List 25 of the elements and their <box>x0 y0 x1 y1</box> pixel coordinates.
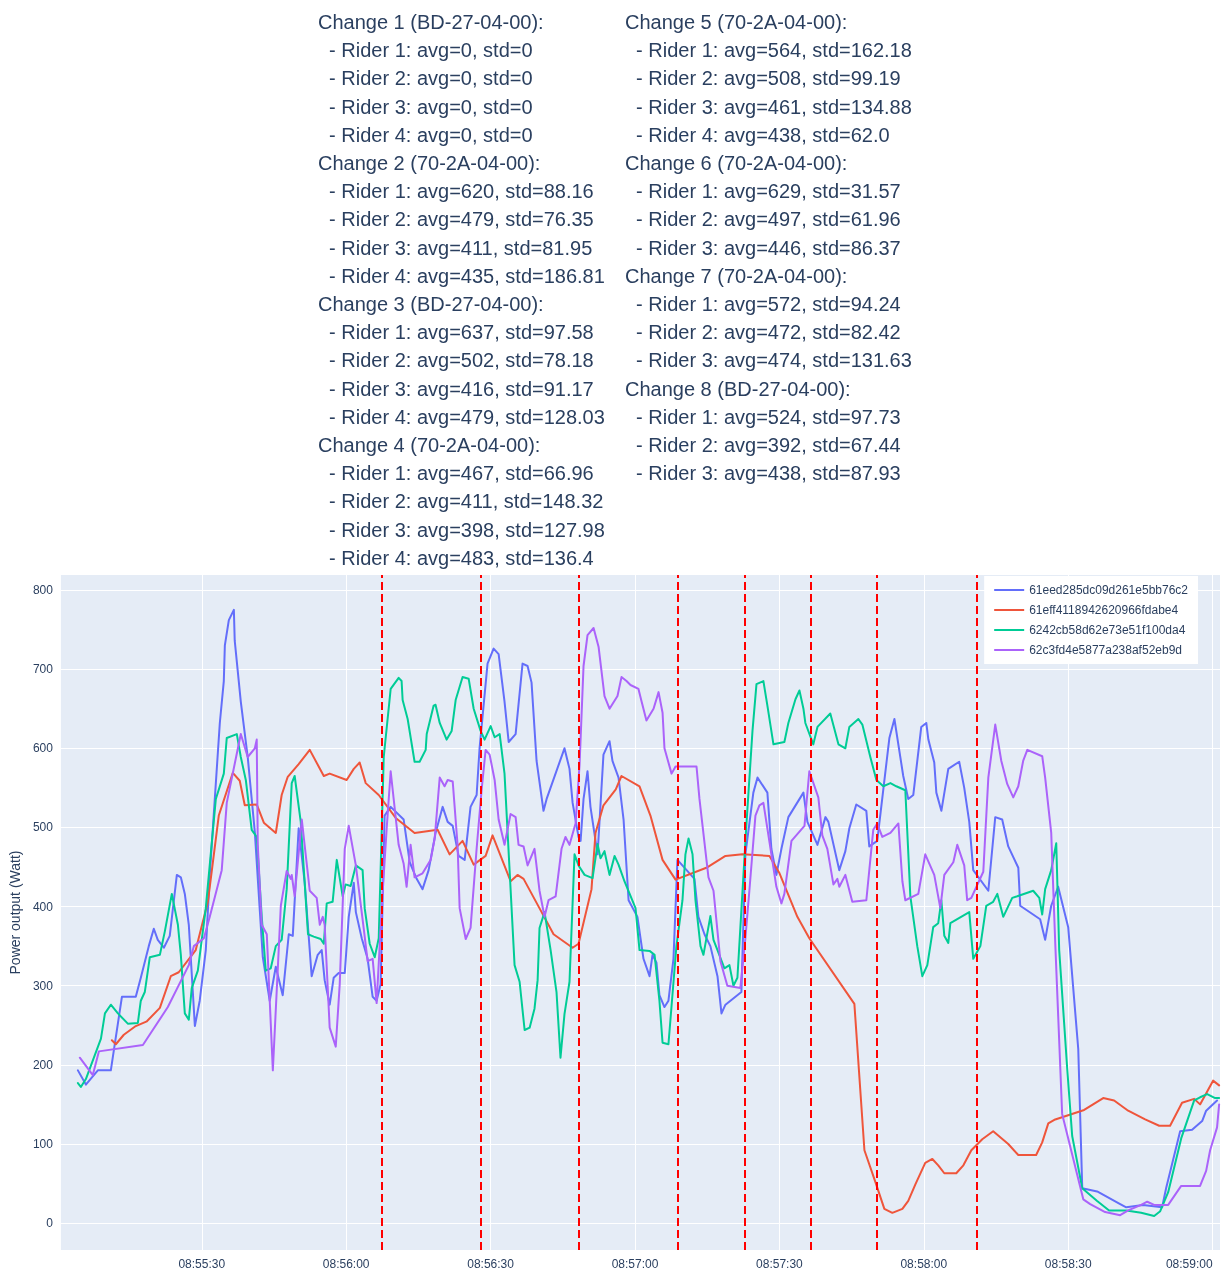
legend-label: 6242cb58d62e73e51f100da4 <box>1029 623 1186 637</box>
y-axis-title: Power output (Watt) <box>7 850 23 975</box>
legend-label: 62c3fd4e5877a238af52eb9d <box>1029 643 1182 657</box>
x-tick-label: 08:57:30 <box>756 1257 804 1270</box>
y-tick-label: 300 <box>32 978 54 993</box>
y-tick-label: 600 <box>32 741 54 756</box>
y-tick-label: 400 <box>32 899 54 914</box>
x-tick-label: 08:58:30 <box>1044 1257 1092 1270</box>
x-tick-label: 08:59:00 <box>1165 1257 1213 1270</box>
line-series <box>110 748 1221 1214</box>
x-tick-label: 08:55:30 <box>178 1257 226 1270</box>
y-tick-label: 0 <box>46 1216 54 1231</box>
legend-label: 61eff4118942620966fdabe4 <box>1029 603 1179 617</box>
x-tick-label: 08:56:30 <box>467 1257 515 1270</box>
x-tick-label: 08:56:00 <box>322 1257 370 1270</box>
y-tick-label: 800 <box>32 583 54 598</box>
text: Change 5 (70-2A-04-00): - Rider 1: avg=564, std=162.18 - Rider 2: avg=508, std=99.19 - Rider 3: avg=461, std=134.88 - Rider 4: avg=438, std=62.0 Change 6 (70-2A-04-00): - Rider 1: avg=629, std=31.57 - Rider 2: avg=497, std=61.96 - Rider 3: avg=446, std=86.37 Change 7 (70-2A-04-00): - Rider 1: avg=572, std=94.24 - Rider 2: avg=472, std=82.42 - Rider 3: avg=474, std=131.63 Change 8 (BD-27-04-00): - Rider 1: avg=524, std=97.73 - Rider 2: avg=392, std=67.44 - Rider 3: avg=438, std=87.93 <box>625 11 912 485</box>
x-tick-label: 08:58:00 <box>900 1257 948 1270</box>
y-tick-label: 500 <box>32 820 54 835</box>
y-tick-label: 700 <box>32 662 54 677</box>
text: Change 1 (BD-27-04-00): - Rider 1: avg=0, std=0 - Rider 2: avg=0, std=0 - Rider 3: avg=0, std=0 - Rider 4: avg=0, std=0 Change 2 (70-2A-04-00): - Rider 1: avg=620, std=88.16 - Rider 2: avg=479, std=76.35 - Rider 3: avg=411, std=81.95 - Rider 4: avg=435, std=186.81 Change 3 (BD-27-04-00): - Rider 1: avg=637, std=97.58 - Rider 2: avg=502, std=78.18 - Rider 3: avg=416, std=91.17 - Rider 4: avg=479, std=128.03 Change 4 (70-2A-04-00): - Rider 1: avg=467, std=66.96 - Rider 2: avg=411, std=148.32 - Rider 3: avg=398, std=127.98 - Rider 4: avg=483, std=136.4 <box>318 11 605 569</box>
y-tick-label: 100 <box>32 1136 54 1151</box>
x-tick-label: 08:57:00 <box>611 1257 659 1270</box>
legend-label: 61eed285dc09d261e5bb76c2 <box>1029 583 1189 597</box>
y-tick-label: 200 <box>32 1057 54 1072</box>
